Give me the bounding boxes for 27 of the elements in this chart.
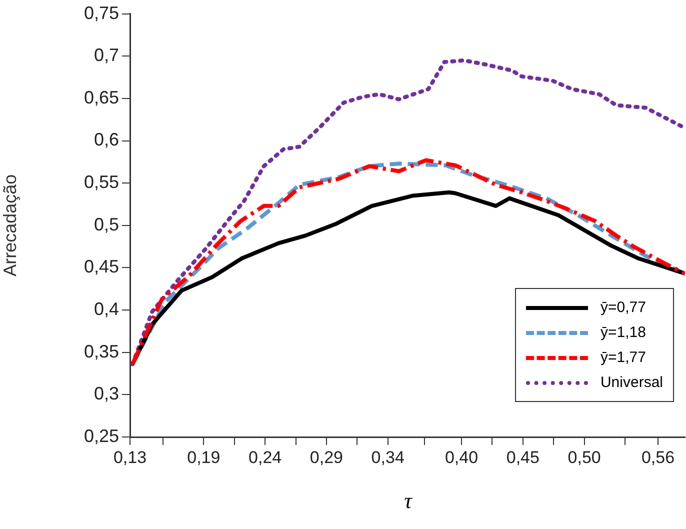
y-tick-label: 0,65	[84, 87, 119, 108]
x-tick-label: 0,19	[187, 448, 220, 467]
y-tick-label: 0,25	[84, 426, 119, 446]
y-tick-label: 0,35	[84, 341, 119, 362]
legend-label: Universal	[600, 374, 663, 391]
y-tick-label: 0,7	[94, 45, 119, 66]
legend-label: ȳ=0,77	[600, 299, 646, 316]
y-tick-label: 0,5	[94, 214, 119, 234]
x-axis-title: τ	[403, 488, 414, 514]
x-tick-label: 0,45	[506, 448, 540, 467]
y-tick-label: 0,4	[94, 299, 119, 320]
y-tick-label: 0,45	[84, 256, 119, 277]
y-tick-label: 0,75	[84, 2, 119, 23]
legend-label: ȳ=1,77	[600, 349, 646, 366]
x-tick-label: 0,50	[568, 448, 601, 467]
x-tick-label: 0,24	[248, 448, 282, 467]
line-series	[130, 58, 685, 366]
y-tick-label: 0,6	[94, 130, 119, 150]
x-tick-label: 0,29	[310, 448, 344, 467]
y-tick-label: 0,55	[84, 172, 119, 192]
y-axis-title: Arrecadação	[0, 174, 20, 276]
x-tick-label: 0,13	[113, 448, 147, 467]
x-tick-label: 0,40	[444, 448, 478, 467]
legend-label: ȳ=1,18	[600, 324, 646, 341]
x-tick-label: 0,56	[641, 448, 675, 467]
y-tick-label: 0,3	[94, 384, 119, 404]
x-tick-label: 0,34	[371, 448, 404, 467]
